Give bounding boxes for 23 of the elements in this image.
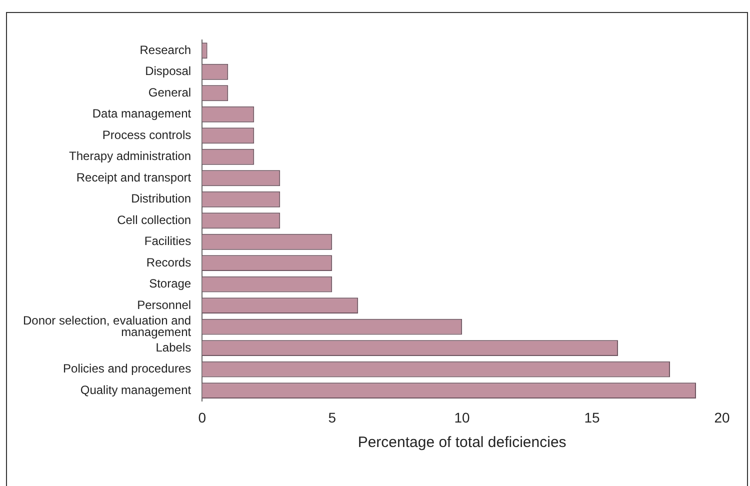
y-tick-label: Personnel — [137, 298, 192, 312]
x-tick-label: 20 — [714, 409, 730, 426]
x-tick-label: 0 — [198, 409, 206, 426]
y-tick-label: Therapy administration — [69, 149, 192, 164]
x-axis-title: Percentage of total deficiencies — [358, 434, 566, 452]
y-tick-label: Quality management — [80, 382, 192, 397]
x-tick-label: 10 — [454, 409, 470, 426]
y-tick-label: Facilities — [144, 234, 192, 248]
x-tick-label: 15 — [584, 409, 600, 426]
y-tick-label: Labels — [156, 340, 192, 354]
y-tick-label: Donor selection, evaluation and management — [22, 313, 192, 339]
y-tick-label: Storage — [149, 276, 192, 291]
y-tick-label: Records — [146, 255, 192, 270]
x-tick-label: 5 — [328, 409, 336, 426]
y-tick-label: Process controls — [102, 128, 192, 142]
y-tick-label: Data management — [92, 106, 192, 121]
y-tick-label: Cell collection — [117, 212, 192, 227]
y-tick-label: Research — [140, 42, 192, 57]
y-tick-label: Receipt and transport — [76, 170, 192, 184]
y-tick-label: General — [148, 85, 192, 100]
y-tick-label: Disposal — [145, 64, 192, 78]
y-tick-label: Distribution — [131, 192, 192, 206]
y-tick-label: Policies and procedures — [63, 362, 192, 376]
